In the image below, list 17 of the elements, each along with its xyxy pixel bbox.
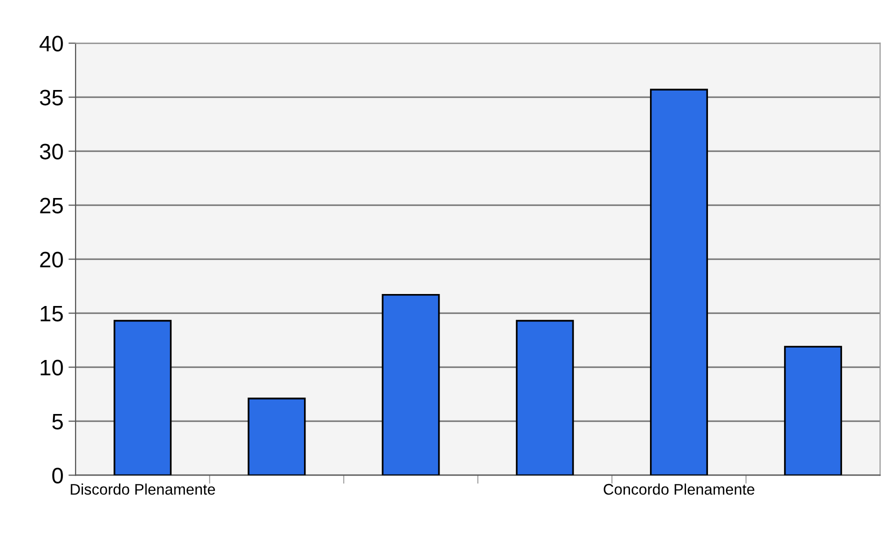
y-tick-label: 35 [40, 90, 63, 106]
y-tick-label: 15 [40, 306, 63, 322]
y-tick-label: 0 [52, 468, 63, 484]
bar [784, 346, 842, 476]
y-tick-label: 5 [52, 414, 63, 430]
bar [516, 320, 574, 476]
y-tick-label: 20 [40, 252, 63, 268]
bar [248, 398, 306, 476]
y-tick-label: 40 [40, 36, 63, 52]
y-tick-label: 25 [40, 198, 63, 214]
y-tick-label: 10 [40, 360, 63, 376]
bar [382, 294, 440, 476]
bar [114, 320, 172, 476]
bar [650, 88, 708, 476]
x-tick-label: Concordo Plenamente [604, 484, 754, 495]
y-tick-label: 30 [40, 144, 63, 160]
x-tick-label: Discordo Plenamente [70, 484, 215, 495]
